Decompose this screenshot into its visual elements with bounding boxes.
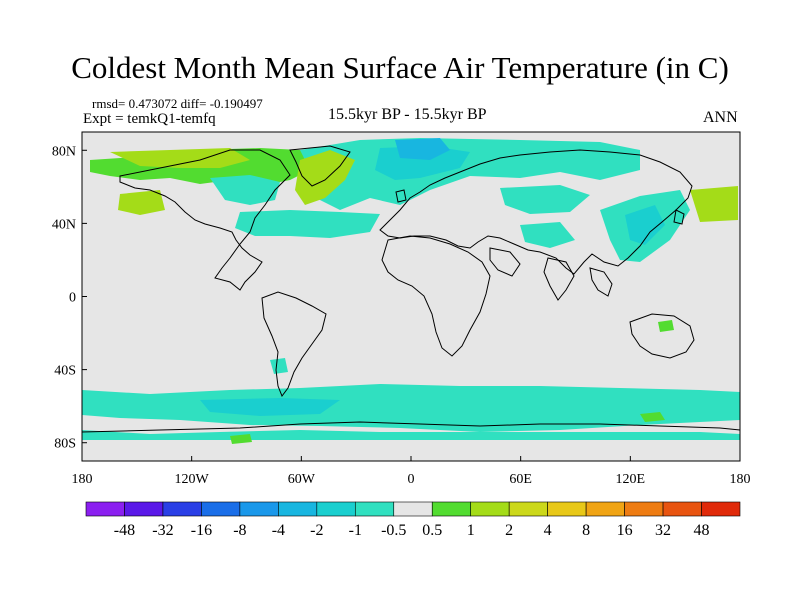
colorbar-label: -0.5 [381,522,406,539]
colorbar-swatch [547,501,587,517]
region-middle-east [520,222,575,248]
colorbar-swatch [393,501,433,517]
colorbar-label: -16 [191,522,212,539]
colorbar-label: 2 [505,522,513,539]
colorbar-swatch [431,501,472,517]
colorbar-swatch [662,501,702,517]
colorbar-label: -32 [152,522,173,539]
colorbar-label: 32 [655,522,671,539]
stats-line: rmsd= 0.473072 diff= -0.190497 [92,96,263,111]
region-south-america-spot [270,358,288,374]
colorbar-swatch [701,501,741,517]
colorbar-label: -1 [349,522,362,539]
coastlines [81,145,741,433]
coastline-africa [381,235,491,357]
colorbar-label: -4 [272,522,285,539]
y-tick-label: 80S [54,437,76,452]
colorbar-label: 48 [694,522,710,539]
coastline-south-america [261,291,327,398]
region-east-asia-core [625,205,665,245]
region-greenland-sea [395,138,450,160]
colorbar-swatch [278,501,318,517]
y-tick-label: 40N [52,217,76,232]
coastline-antarctica [81,421,741,433]
coastline-eurasia [379,149,693,275]
experiment-label: Expt = temkQ1-temfq [83,111,216,127]
colorbar-swatch [201,501,241,517]
colorbar-label: 8 [582,522,590,539]
coastline-arabia [489,247,521,277]
colorbar: -48 -32 -16 -8 -4 -2 -1 -0.5 0.5 1 2 4 8 16 32 48 [85,501,741,539]
x-tick-label: 180 [72,472,93,487]
x-tick-label: 0 [408,472,415,487]
colorbar-swatch [316,501,356,517]
colorbar-label: 0.5 [422,522,442,539]
region-central-asia [500,185,590,214]
colorbar-label: -2 [310,522,323,539]
region-southern-ocean [82,384,740,432]
anomaly-regions [82,138,740,444]
colorbar-label: 4 [544,522,552,539]
coastline-australia [629,313,695,359]
colorbar-label: 1 [467,522,475,539]
colorbar-swatch [624,501,664,517]
colorbar-swatch [124,501,164,517]
region-australia-spot [658,320,674,332]
y-tick-label: 40S [54,364,76,379]
colorbar-label: 16 [617,522,633,539]
region-north-pacific-left [118,190,165,215]
region-greenland-atlantic [295,150,355,205]
region-canada-teal [210,175,280,205]
coastline-british-isles [395,189,407,203]
map-plot-area: 180 120W 60W 0 60E 120E 180 80N 40N 0 40S 80S [52,131,751,487]
region-antarctic-yellow-2 [230,434,252,444]
colorbar-swatch [239,501,279,517]
coastline-greenland [289,145,351,187]
region-eurasia-core [375,146,470,180]
colorbar-label: -48 [114,522,135,539]
y-tick-label: 0 [69,291,76,306]
y-tick-label: 80N [52,144,76,159]
colorbar-swatch [162,501,202,517]
x-tick-label: 60W [288,472,316,487]
axis-ticks: 180 120W 60W 0 60E 120E 180 80N 40N 0 40S 80S [52,144,751,487]
x-tick-label: 120W [175,472,210,487]
region-north-atlantic-ocean [235,210,380,238]
region-southern-ocean-inner [200,398,340,416]
colorbar-swatch [508,501,548,517]
chart-subtitle: 15.5kyr BP - 15.5kyr BP [328,106,487,123]
colorbar-swatch [470,501,510,517]
x-tick-label: 60E [509,472,532,487]
region-antarctic-yellow-1 [640,412,665,422]
x-tick-label: 180 [730,472,751,487]
chart-title: Coldest Month Mean Surface Air Temperatu… [71,50,729,85]
season-label: ANN [703,109,738,126]
coastline-japan [673,209,685,225]
colorbar-swatch [585,501,625,517]
region-north-america-yellow [110,148,250,168]
coastline-india [543,257,575,301]
x-tick-label: 120E [616,472,646,487]
coastline-north-america [119,149,291,291]
colorbar-swatch [85,501,125,517]
coastline-southeast-asia [589,267,613,297]
colorbar-swatch [354,501,395,517]
colorbar-label: -8 [233,522,246,539]
region-north-pacific-right [690,186,738,222]
